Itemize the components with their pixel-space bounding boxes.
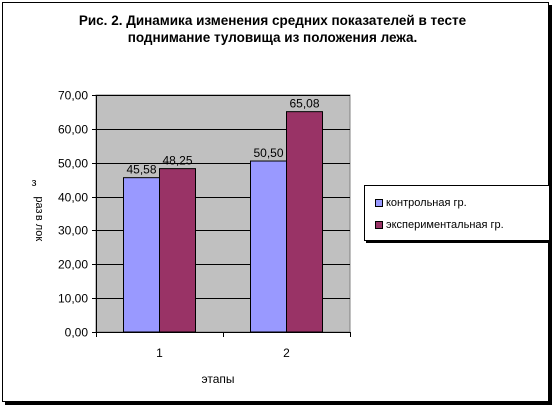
y-tick-label: 20,00: [58, 258, 88, 272]
data-label: 48,25: [162, 154, 192, 168]
y-tick-label: 30,00: [58, 224, 88, 238]
y-tick-label: 10,00: [58, 292, 88, 306]
chart-title: Рис. 2. Динамика изменения средних показ…: [0, 12, 545, 46]
legend-label-control: контрольная гр.: [386, 197, 467, 209]
legend-label-experimental: экспериментальная гр.: [386, 219, 504, 231]
x-tick-label: 1: [156, 346, 163, 360]
y-axis-title: раз: [33, 196, 45, 213]
legend: контрольная гр. экспериментальная гр.: [364, 185, 550, 241]
legend-swatch-control: [375, 199, 383, 207]
bar: [159, 168, 196, 333]
bar: [286, 111, 323, 333]
y-tick-label: 70,00: [58, 89, 88, 103]
y-axis-title-suffix: в лок: [33, 215, 45, 242]
bar: [250, 160, 287, 333]
x-axis-title: этапы: [201, 372, 234, 386]
x-tick-label: 2: [283, 346, 290, 360]
legend-item-experimental: экспериментальная гр.: [375, 217, 504, 233]
data-label: 45,58: [126, 163, 156, 177]
y-axis-title-prefix: з: [31, 177, 36, 189]
bar: [123, 177, 160, 333]
y-tick-label: 50,00: [58, 157, 88, 171]
chart-title-line-2: поднимание туловища из положения лежа.: [127, 30, 418, 45]
chart-title-line-1: Рис. 2. Динамика изменения средних показ…: [78, 13, 467, 28]
y-tick-label: 60,00: [58, 123, 88, 137]
legend-swatch-experimental: [375, 221, 383, 229]
y-tick-label: 0,00: [65, 326, 89, 340]
data-label: 65,08: [289, 97, 319, 111]
legend-item-control: контрольная гр.: [375, 195, 467, 211]
y-tick-label: 40,00: [58, 191, 88, 205]
data-label: 50,50: [253, 146, 283, 160]
